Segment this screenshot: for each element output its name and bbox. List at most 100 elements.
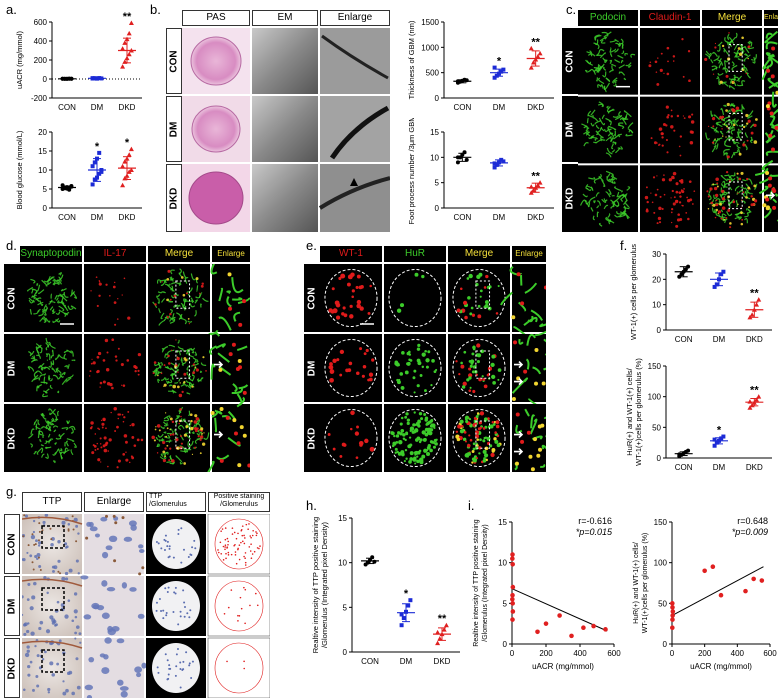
green-signal [429,448,433,453]
significance-mark: * [717,425,722,437]
red-signal [532,437,537,442]
green-signal [168,344,176,348]
nucleus [155,541,158,544]
red-signal [190,426,194,431]
y-axis-label-line: HuR(+) and WT-1(+) cells/ [633,542,640,624]
green-signal [599,52,606,59]
row-label-con: CON [562,28,578,94]
green-signal [66,420,70,424]
green-signal [183,298,187,307]
red-signal [99,281,101,283]
positive-pixel [226,537,229,540]
red-signal [737,47,741,50]
merge-signal [485,274,489,279]
green-signal [36,284,41,292]
green-signal [427,427,432,432]
red-signal [661,207,664,211]
nucleus [75,524,79,528]
green-signal [608,125,617,131]
data-point [510,601,515,606]
nucleus [35,539,38,543]
green-signal [745,146,748,151]
red-signal [350,410,355,416]
red-signal [191,385,194,388]
nucleus [100,516,108,522]
merge-signal [487,425,492,429]
micrograph [84,404,146,472]
nucleus [65,688,69,693]
red-signal [753,123,757,128]
red-signal [192,371,196,375]
green-signal [164,353,168,358]
red-signal [98,280,101,282]
red-signal [172,384,176,389]
x-tick-label: DKD [746,335,763,344]
nucleus [190,553,193,556]
nucleus [26,629,30,634]
nucleus [30,534,36,540]
green-signal [728,37,735,44]
significance-mark: * [125,137,130,149]
green-signal [70,350,74,357]
red-signal [167,354,170,358]
green-signal [394,451,397,454]
green-signal [713,55,720,62]
green-signal [728,121,735,124]
red-signal [668,178,673,182]
merge-signal [478,452,481,455]
green-signal [35,370,43,375]
merge-signal [471,370,475,374]
red-signal [738,152,742,156]
nucleus [42,520,46,525]
green-signal [740,186,746,190]
red-signal [657,216,662,221]
green-signal [417,343,421,347]
nucleus [169,667,172,670]
data-point [399,612,404,617]
red-signal [367,311,371,315]
red-signal [105,368,110,372]
red-signal [660,132,664,136]
red-signal [721,119,723,121]
nucleus [183,601,186,604]
significance-mark: * [497,56,502,68]
glomerulus-outline [388,268,442,328]
green-signal [608,69,613,73]
nucleus [53,620,57,624]
nucleus [56,662,60,666]
green-signal [178,378,182,382]
red-signal [715,203,719,207]
green-signal [61,300,65,305]
green-signal [590,122,595,127]
red-signal [92,361,96,365]
data-point [670,625,675,631]
green-signal [400,428,405,433]
green-signal [744,53,748,57]
immunofluorescence-grid [578,28,778,232]
green-signal [622,113,628,120]
red-signal [750,195,753,198]
merge-signal [491,374,496,380]
header-wt1: WT-1 [320,246,382,262]
red-signal [96,442,99,445]
data-point [95,76,99,81]
positive-pixel [243,542,246,545]
green-signal [404,415,408,419]
green-signal [413,369,417,373]
nucleus [141,662,147,669]
merge-signal [459,287,463,291]
green-signal [226,290,231,295]
nucleus [64,614,69,619]
merge-signal [464,417,468,421]
green-signal [186,287,193,293]
green-signal [28,299,34,304]
micrograph [384,334,446,402]
x-tick-label: 200 [698,649,712,658]
green-signal [607,213,611,219]
green-signal [422,438,427,442]
green-signal [60,455,63,460]
red-signal [121,413,124,416]
green-signal [586,60,593,66]
